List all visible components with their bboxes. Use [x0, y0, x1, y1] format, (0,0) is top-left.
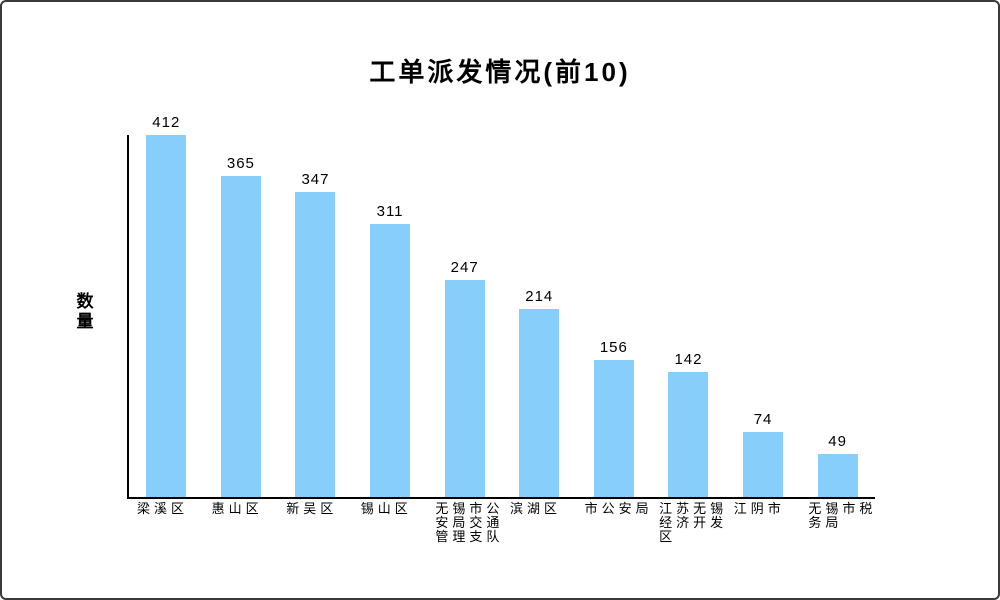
bar-slot: 142 江苏无锡经济开发区 — [651, 135, 726, 544]
bar[interactable] — [519, 309, 560, 497]
bar[interactable] — [146, 135, 187, 497]
bar[interactable] — [444, 280, 485, 497]
bar-slot: 49 无锡市税务局 — [800, 135, 875, 530]
bar-value-label: 142 — [674, 351, 703, 368]
x-axis-label: 江阴市 — [733, 501, 785, 516]
x-axis-label: 无锡市税务局 — [808, 501, 877, 530]
bar[interactable] — [743, 432, 784, 497]
y-axis-title: 数 量 — [76, 292, 94, 331]
bar-slot: 156 市公安局 — [577, 135, 652, 516]
x-axis-label: 市公安局 — [584, 501, 653, 516]
x-axis-label: 无锡市公安局交通管理支队 — [435, 501, 504, 544]
bar-value-label: 247 — [450, 259, 479, 276]
bar[interactable] — [295, 192, 336, 497]
x-axis-label: 惠山区 — [211, 501, 263, 516]
bar-value-label: 49 — [828, 433, 847, 450]
bar[interactable] — [593, 360, 634, 497]
bar[interactable] — [817, 454, 858, 497]
bar-value-label: 156 — [599, 339, 628, 356]
bar-slot: 74 江阴市 — [726, 135, 801, 516]
bar-slot: 365 惠山区 — [204, 135, 279, 516]
bar[interactable] — [668, 372, 709, 497]
x-axis-label: 江苏无锡经济开发区 — [659, 501, 728, 544]
bar-value-label: 347 — [301, 171, 330, 188]
bar-value-label: 311 — [376, 203, 404, 220]
plot-area: 412 梁溪区 365 惠山区 347 新吴区 311 锡山区 247 无锡市公安局交通管理支队 2… — [127, 114, 875, 544]
x-axis-label: 锡山区 — [360, 501, 412, 516]
x-axis-label: 新吴区 — [286, 501, 338, 516]
x-axis-label: 梁溪区 — [137, 501, 189, 516]
bar-slot: 347 新吴区 — [278, 135, 353, 516]
bar-slot: 247 无锡市公安局交通管理支队 — [427, 135, 502, 544]
bar[interactable] — [370, 224, 411, 497]
bar-slot: 412 梁溪区 — [129, 114, 204, 516]
chart-title: 工单派发情况(前10) — [369, 57, 631, 87]
bar-slot: 311 锡山区 — [353, 135, 428, 516]
bar[interactable] — [220, 176, 261, 497]
x-axis-label: 滨湖区 — [509, 501, 561, 516]
bar-value-label: 74 — [753, 411, 773, 428]
bar-value-label: 214 — [525, 288, 554, 305]
bar-slot: 214 滨湖区 — [502, 135, 577, 516]
bar-value-label: 365 — [226, 155, 255, 172]
bar-value-label: 412 — [152, 114, 181, 131]
